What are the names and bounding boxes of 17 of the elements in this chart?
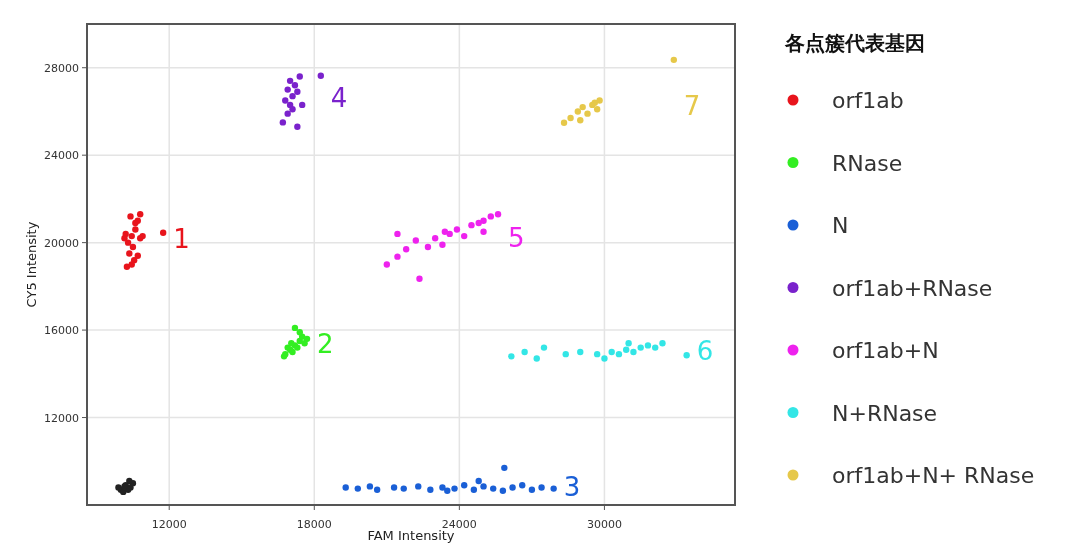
legend-label: N: [832, 213, 849, 238]
legend-label: orf1ab: [832, 88, 904, 113]
x-axis-title: FAM Intensity: [367, 528, 455, 543]
annotation: 5: [508, 222, 525, 253]
legend-label: orf1ab+N+ RNase: [832, 463, 1035, 488]
annotation: 4: [330, 83, 348, 114]
legend-label: orf1ab+N: [832, 338, 939, 363]
legend-label: N+RNase: [832, 400, 938, 426]
y-axis-title: CY5 Intensity: [24, 221, 39, 308]
legend-label: RNase: [832, 150, 903, 176]
annotation: 3: [563, 471, 581, 502]
annotation: 2: [317, 329, 334, 359]
legend-label: orf1ab+RNase: [832, 275, 993, 301]
legend-title: 各点簇代表基因: [784, 31, 925, 55]
annotation: 7: [683, 91, 701, 122]
annotation: 6: [696, 336, 714, 367]
annotation: 1: [173, 224, 190, 255]
